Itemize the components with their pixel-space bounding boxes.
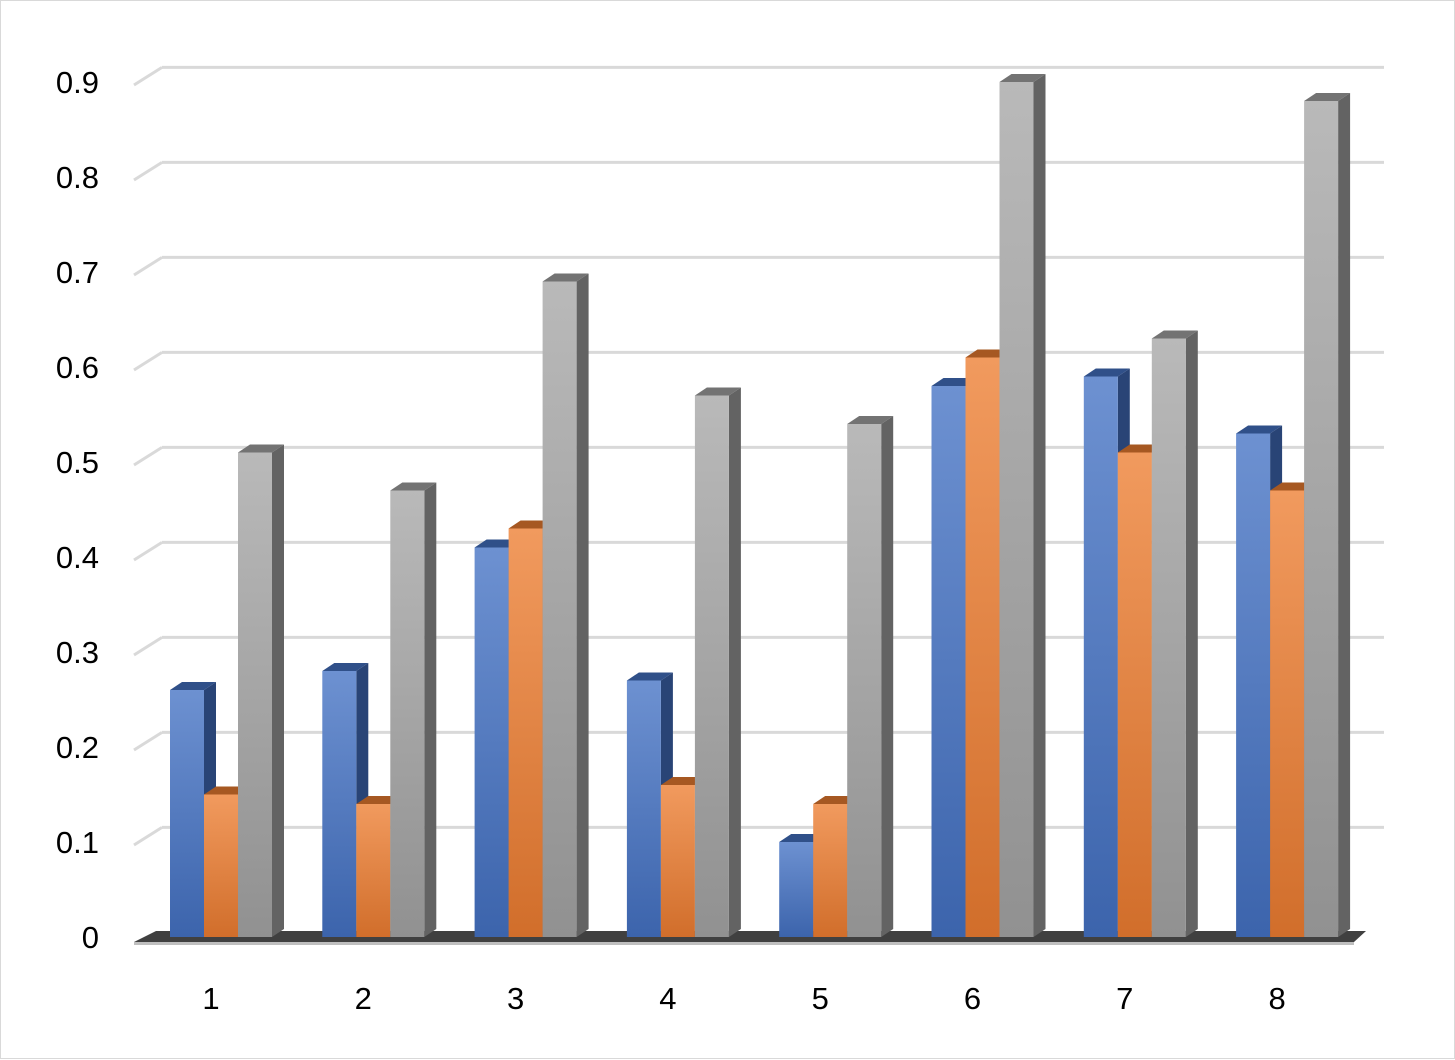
bar-side (1338, 93, 1351, 937)
bar-top (1083, 368, 1130, 377)
x-axis: 1 2 3 4 5 6 7 8 (202, 981, 1285, 1016)
x-tick-label: 6 (964, 981, 981, 1016)
floor-top (134, 931, 1366, 942)
x-tick-label: 4 (659, 981, 676, 1016)
bar-top (626, 672, 673, 681)
y-tick-label: 0.8 (56, 160, 99, 195)
y-axis: 0 0.1 0.2 0.3 0.4 0.5 0.6 0.7 0.8 0.9 (56, 65, 99, 955)
gridline-slant (133, 636, 163, 657)
bar-top (322, 663, 369, 671)
bar-front (390, 490, 425, 937)
bar-side (576, 273, 589, 937)
bar-front (542, 281, 577, 937)
x-tick-label: 7 (1116, 981, 1133, 1016)
bar-front (779, 842, 814, 937)
bar-side (1033, 74, 1046, 937)
bar-top (847, 416, 894, 424)
x-tick-label: 8 (1268, 981, 1285, 1016)
bar-front (847, 424, 882, 937)
bar-side (424, 482, 437, 937)
x-tick-label: 5 (812, 981, 829, 1016)
bar (999, 74, 1046, 937)
bar-top (542, 273, 589, 282)
bar-front (813, 804, 848, 937)
bar-front (474, 547, 509, 937)
gridline-slant (133, 731, 163, 752)
gridline-slant (133, 256, 163, 277)
bar-front (626, 680, 661, 937)
gridline-slant (133, 541, 163, 562)
floor-edge (134, 942, 1354, 945)
bar-front (170, 690, 204, 937)
bar-side (1185, 330, 1198, 937)
bar-top (1304, 93, 1351, 101)
bar-side (881, 416, 894, 937)
gridline-slant (133, 66, 163, 87)
bar-front (965, 357, 1000, 937)
x-tick-label: 1 (202, 981, 219, 1016)
bar-front (1304, 101, 1339, 937)
y-tick-label: 0.9 (56, 65, 99, 100)
bar-front (931, 386, 966, 937)
gridline-slant (133, 351, 163, 372)
bar-front (660, 785, 695, 937)
y-tick-label: 0.7 (56, 255, 99, 290)
bar-side (728, 387, 741, 937)
bar-front (1236, 433, 1271, 937)
x-tick-label: 3 (507, 981, 524, 1016)
y-tick-label: 0.5 (56, 445, 99, 480)
bar-front (1117, 452, 1152, 937)
bar (238, 444, 284, 937)
bar-front (1270, 490, 1305, 937)
y-tick-label: 0.3 (56, 635, 99, 670)
bar (1151, 330, 1198, 937)
y-tick-label: 0.2 (56, 730, 99, 765)
bar-front (999, 82, 1034, 937)
bar-top (1151, 330, 1198, 339)
bar (847, 416, 894, 937)
bar-front (322, 671, 357, 937)
bar-front (356, 804, 391, 937)
bar (694, 387, 741, 937)
bar (542, 273, 589, 937)
gridline-slant (133, 161, 163, 182)
y-tick-label: 0 (82, 920, 99, 955)
gridline-slant (133, 826, 163, 847)
chart-floor (134, 931, 1366, 945)
bar (1304, 93, 1351, 937)
bar-front (1151, 338, 1186, 937)
bar-top (1236, 425, 1283, 434)
y-tick-label: 0.1 (56, 825, 99, 860)
gridline-slant (133, 446, 163, 467)
bar-front (1083, 376, 1118, 937)
bar-front (238, 452, 272, 937)
bar-front (508, 528, 543, 937)
x-tick-label: 2 (355, 981, 372, 1016)
bar-top (694, 387, 741, 396)
bar-front (204, 794, 238, 937)
bars (170, 74, 1351, 937)
bar-top (390, 482, 437, 491)
bar (390, 482, 437, 937)
bar-front (694, 395, 729, 937)
y-tick-label: 0.4 (56, 540, 99, 575)
bar-top (238, 444, 284, 453)
bar-top (999, 74, 1046, 82)
bar-side (272, 444, 284, 937)
y-tick-label: 0.6 (56, 350, 99, 385)
bar-top (170, 682, 216, 690)
